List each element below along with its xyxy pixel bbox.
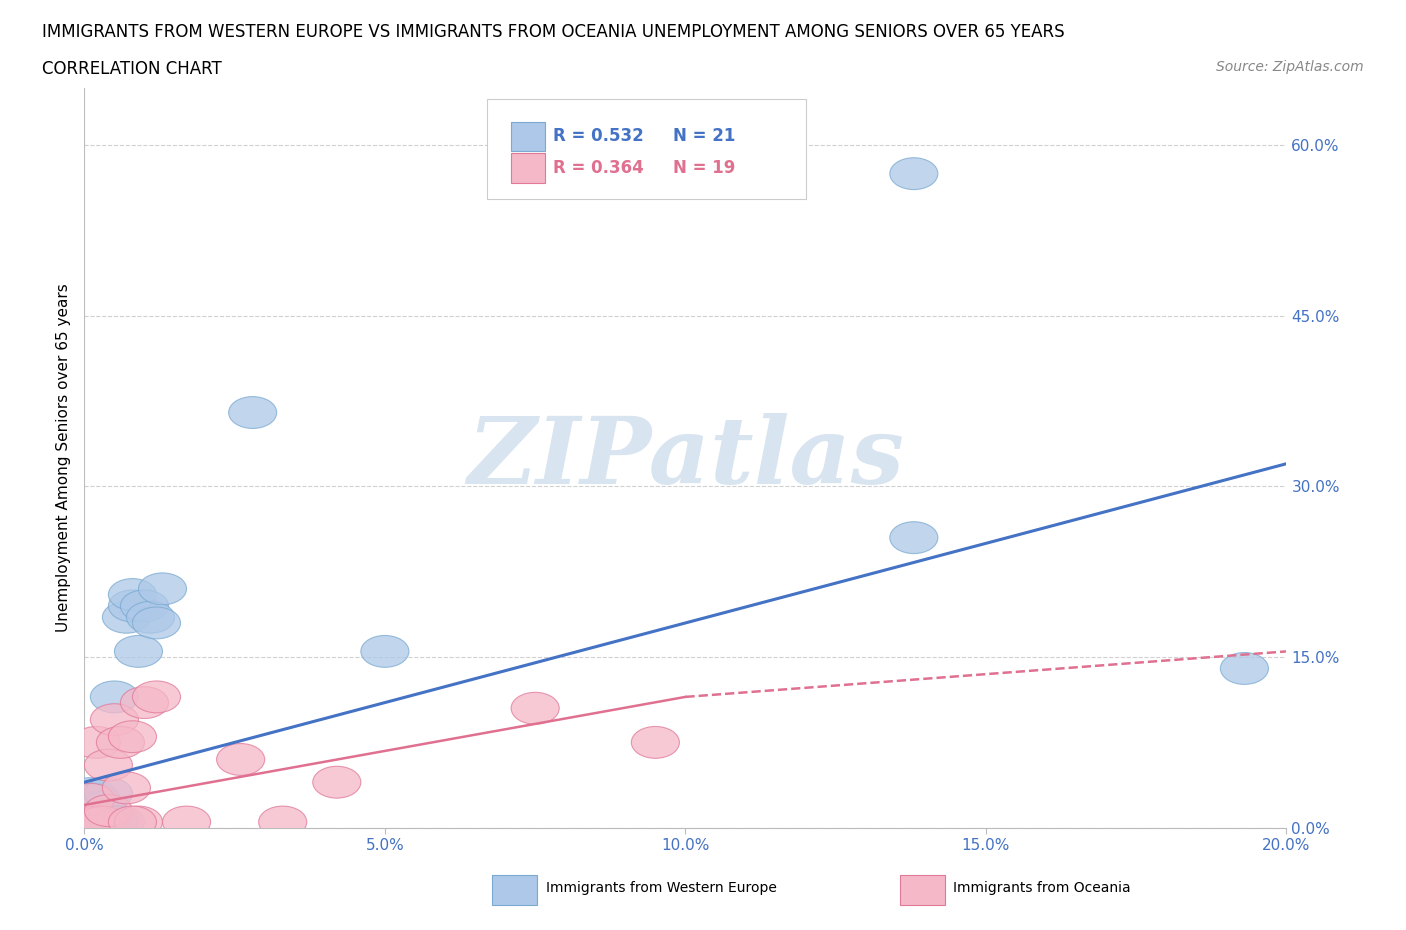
Ellipse shape [79, 806, 127, 838]
Ellipse shape [84, 795, 132, 827]
Ellipse shape [890, 522, 938, 553]
Text: N = 19: N = 19 [673, 159, 735, 178]
Text: Source: ZipAtlas.com: Source: ZipAtlas.com [1216, 60, 1364, 74]
Ellipse shape [114, 806, 163, 838]
Ellipse shape [90, 806, 138, 838]
Ellipse shape [217, 743, 264, 776]
Ellipse shape [108, 578, 156, 610]
Ellipse shape [163, 806, 211, 838]
Ellipse shape [72, 726, 121, 758]
Text: N = 21: N = 21 [673, 127, 735, 145]
Ellipse shape [259, 806, 307, 838]
Ellipse shape [361, 635, 409, 668]
Ellipse shape [79, 806, 127, 838]
Ellipse shape [890, 158, 938, 190]
Ellipse shape [66, 801, 114, 832]
Ellipse shape [103, 772, 150, 804]
Ellipse shape [114, 635, 163, 668]
Ellipse shape [1220, 653, 1268, 684]
Ellipse shape [108, 590, 156, 622]
Ellipse shape [84, 750, 132, 781]
Y-axis label: Unemployment Among Seniors over 65 years: Unemployment Among Seniors over 65 years [56, 284, 72, 632]
FancyBboxPatch shape [900, 875, 945, 905]
Text: IMMIGRANTS FROM WESTERN EUROPE VS IMMIGRANTS FROM OCEANIA UNEMPLOYMENT AMONG SEN: IMMIGRANTS FROM WESTERN EUROPE VS IMMIGR… [42, 23, 1064, 41]
Ellipse shape [229, 396, 277, 429]
Ellipse shape [121, 590, 169, 622]
Text: Immigrants from Western Europe: Immigrants from Western Europe [546, 881, 776, 896]
Text: ZIPatlas: ZIPatlas [467, 413, 904, 503]
Ellipse shape [90, 704, 138, 736]
Text: R = 0.532: R = 0.532 [553, 127, 644, 145]
FancyBboxPatch shape [486, 100, 806, 199]
Ellipse shape [72, 806, 121, 838]
FancyBboxPatch shape [512, 122, 544, 152]
Ellipse shape [121, 686, 169, 719]
Ellipse shape [132, 607, 180, 639]
Ellipse shape [97, 806, 145, 838]
Ellipse shape [90, 681, 138, 712]
Ellipse shape [72, 806, 121, 838]
Ellipse shape [97, 726, 145, 758]
Ellipse shape [631, 726, 679, 758]
Ellipse shape [138, 573, 187, 604]
Ellipse shape [103, 602, 150, 633]
Ellipse shape [79, 791, 127, 823]
Ellipse shape [132, 681, 180, 712]
Text: CORRELATION CHART: CORRELATION CHART [42, 60, 222, 78]
Text: Immigrants from Oceania: Immigrants from Oceania [953, 881, 1130, 896]
FancyBboxPatch shape [492, 875, 537, 905]
Ellipse shape [312, 766, 361, 798]
Ellipse shape [66, 783, 114, 816]
Ellipse shape [66, 777, 114, 809]
Ellipse shape [108, 721, 156, 752]
Text: R = 0.364: R = 0.364 [553, 159, 644, 178]
FancyBboxPatch shape [512, 153, 544, 183]
Ellipse shape [72, 783, 121, 816]
Ellipse shape [512, 692, 560, 724]
Ellipse shape [84, 801, 132, 832]
Ellipse shape [84, 777, 132, 809]
Ellipse shape [66, 806, 114, 838]
Ellipse shape [108, 806, 156, 838]
Ellipse shape [127, 602, 174, 633]
